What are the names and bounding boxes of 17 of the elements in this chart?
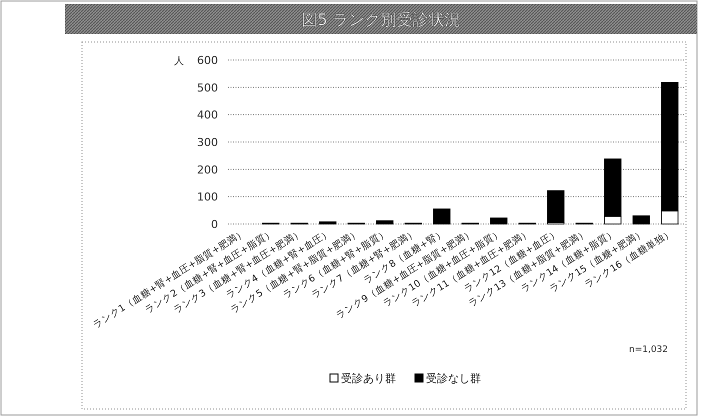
bar bbox=[319, 221, 336, 224]
bar bbox=[490, 218, 508, 224]
y-tick-label: 100 bbox=[197, 190, 218, 204]
y-tick-label: 400 bbox=[197, 108, 218, 122]
bar bbox=[433, 208, 450, 224]
y-axis-title: 人 bbox=[174, 56, 184, 67]
y-tick-label: 600 bbox=[197, 54, 218, 67]
y-tick-label: 500 bbox=[197, 81, 218, 94]
y-tick-label: 200 bbox=[197, 163, 218, 176]
legend-label: 受診なし群 bbox=[426, 372, 481, 385]
bar bbox=[547, 190, 564, 224]
legend-label: 受診あり群 bbox=[341, 372, 396, 385]
bar bbox=[632, 215, 650, 224]
y-tick-label: 0 bbox=[211, 218, 218, 231]
text: n=1,032 bbox=[628, 345, 668, 355]
y-tick-label: 300 bbox=[197, 136, 218, 149]
bar bbox=[376, 220, 394, 224]
